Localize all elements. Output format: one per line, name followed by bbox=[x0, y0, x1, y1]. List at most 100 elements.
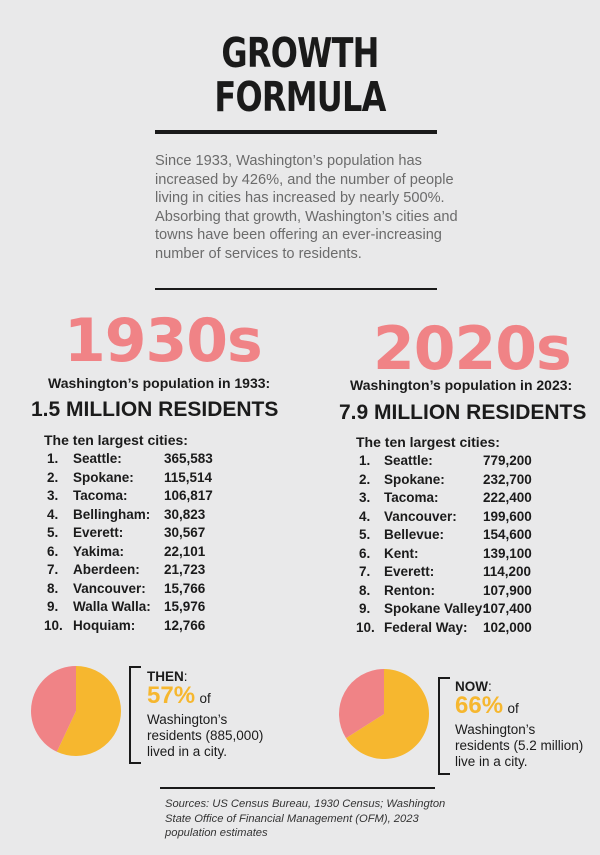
rank: 7. bbox=[359, 564, 371, 579]
title-line-1: GROWTH bbox=[221, 29, 379, 77]
list-item: 10. Federal Way: 102,000 bbox=[300, 619, 600, 638]
city-pop: 139,100 bbox=[483, 545, 532, 561]
pie-chart-2023 bbox=[339, 669, 429, 759]
intro-rule bbox=[155, 288, 437, 290]
pop-label-1933: Washington’s population in 1933: bbox=[48, 375, 271, 391]
city-pop: 222,400 bbox=[483, 490, 532, 505]
rank: 2. bbox=[47, 469, 59, 485]
city-name: Aberdeen: bbox=[73, 562, 140, 577]
sources-note: Sources: US Census Bureau, 1930 Census; … bbox=[165, 798, 446, 839]
rank: 10. bbox=[356, 619, 375, 635]
rank: 4. bbox=[47, 506, 59, 522]
city-pop: 107,900 bbox=[483, 582, 532, 598]
rank: 9. bbox=[47, 599, 59, 614]
list-item: 7. Aberdeen: 21,723 bbox=[0, 561, 300, 580]
city-name: Spokane: bbox=[384, 471, 445, 487]
pie-slice-city bbox=[346, 669, 429, 759]
list-item: 6. Kent: 139,100 bbox=[300, 545, 600, 564]
city-pop: 232,700 bbox=[483, 471, 532, 487]
list-item: 2. Spokane: 115,514 bbox=[0, 469, 300, 488]
city-pop: 114,200 bbox=[483, 564, 532, 579]
city-pop: 102,000 bbox=[483, 619, 532, 635]
city-name: Kent: bbox=[384, 545, 419, 561]
city-name: Everett: bbox=[73, 525, 124, 540]
city-pop: 22,101 bbox=[164, 543, 206, 559]
callout-line-2: residents (5.2 million) bbox=[455, 738, 584, 753]
city-name: Everett: bbox=[384, 564, 435, 579]
cities-header-2023: The ten largest cities: bbox=[356, 434, 500, 450]
city-name: Tacoma: bbox=[384, 490, 439, 505]
city-pop: 15,766 bbox=[164, 580, 206, 596]
list-item: 7. Everett: 114,200 bbox=[300, 563, 600, 582]
callout-pct: 57% bbox=[147, 682, 196, 709]
list-item: 4. Vancouver: 199,600 bbox=[300, 508, 600, 527]
rank: 5. bbox=[359, 527, 371, 542]
rank: 9. bbox=[359, 601, 371, 616]
city-name: Renton: bbox=[384, 582, 435, 598]
rank: 5. bbox=[47, 525, 59, 540]
rank: 1. bbox=[47, 451, 59, 466]
callout-then: THEN: 57% of Washington’s residents (885… bbox=[147, 669, 297, 760]
callout-line-2: residents (885,000) bbox=[147, 728, 264, 743]
rank: 3. bbox=[47, 488, 59, 503]
pop-big-2023: 7.9 MILLION RESIDENTS bbox=[339, 401, 587, 424]
city-pop: 115,514 bbox=[164, 469, 213, 485]
callout-bracket-then bbox=[129, 666, 141, 764]
list-item: 1. Seattle: 779,200 bbox=[300, 452, 600, 471]
rank: 10. bbox=[44, 617, 63, 633]
pop-big-1933: 1.5 MILLION RESIDENTS bbox=[31, 398, 279, 421]
city-name: Spokane Valley: bbox=[384, 601, 487, 616]
callout-line-1: Washington’s bbox=[147, 712, 228, 727]
intro-paragraph: Since 1933, Washington’s population has … bbox=[155, 153, 458, 262]
list-item: 8. Renton: 107,900 bbox=[300, 582, 600, 601]
list-item: 4. Bellingham: 30,823 bbox=[0, 506, 300, 525]
decade-1930s: 1930s bbox=[64, 306, 263, 376]
city-name: Seattle: bbox=[73, 451, 122, 466]
list-item: 9. Walla Walla: 15,976 bbox=[0, 598, 300, 617]
city-pop: 106,817 bbox=[164, 488, 213, 503]
pie-chart-1933 bbox=[31, 666, 121, 756]
city-name: Yakima: bbox=[73, 543, 125, 559]
list-item: 2. Spokane: 232,700 bbox=[300, 471, 600, 490]
rank: 8. bbox=[47, 580, 59, 596]
city-name: Walla Walla: bbox=[73, 599, 151, 614]
callout-now: NOW: 66% of Washington’s residents (5.2 … bbox=[455, 679, 600, 770]
rank: 8. bbox=[359, 582, 371, 598]
rank: 6. bbox=[359, 545, 371, 561]
rank: 1. bbox=[359, 453, 371, 468]
list-item: 5. Everett: 30,567 bbox=[0, 524, 300, 543]
callout-bracket-now bbox=[438, 677, 450, 775]
city-pop: 107,400 bbox=[483, 601, 532, 616]
city-name: Vancouver: bbox=[73, 580, 146, 596]
pie-slices-1933 bbox=[31, 666, 121, 756]
list-item: 3. Tacoma: 106,817 bbox=[0, 487, 300, 506]
list-item: 5. Bellevue: 154,600 bbox=[300, 526, 600, 545]
title-line-2: FORMULA bbox=[214, 73, 386, 121]
list-item: 8. Vancouver: 15,766 bbox=[0, 580, 300, 599]
callout-line-3: lived in a city. bbox=[147, 744, 228, 759]
sources-rule bbox=[160, 787, 435, 789]
callout-head: THEN: bbox=[147, 669, 188, 684]
rank: 7. bbox=[47, 562, 59, 577]
city-pop: 365,583 bbox=[164, 451, 213, 466]
pie-slices-2023 bbox=[339, 669, 429, 759]
title-rule bbox=[155, 130, 437, 134]
city-pop: 30,823 bbox=[164, 506, 206, 522]
city-name: Tacoma: bbox=[73, 488, 128, 503]
city-pop: 21,723 bbox=[164, 562, 206, 577]
city-name: Seattle: bbox=[384, 453, 433, 468]
callout-pct-line: 66% of bbox=[455, 693, 600, 722]
callout-line-3: live in a city. bbox=[455, 754, 528, 769]
city-pop: 15,976 bbox=[164, 599, 206, 614]
pie-slice-city bbox=[56, 666, 121, 756]
city-pop: 12,766 bbox=[164, 617, 206, 633]
callout-pct-line: 57% of bbox=[147, 683, 297, 712]
city-pop: 154,600 bbox=[483, 527, 532, 542]
city-name: Hoquiam: bbox=[73, 617, 136, 633]
city-name: Bellevue: bbox=[384, 527, 445, 542]
city-name: Bellingham: bbox=[73, 506, 151, 522]
rank: 3. bbox=[359, 490, 371, 505]
cities-header-1933: The ten largest cities: bbox=[44, 432, 188, 448]
rank: 4. bbox=[359, 508, 371, 524]
city-name: Vancouver: bbox=[384, 508, 457, 524]
